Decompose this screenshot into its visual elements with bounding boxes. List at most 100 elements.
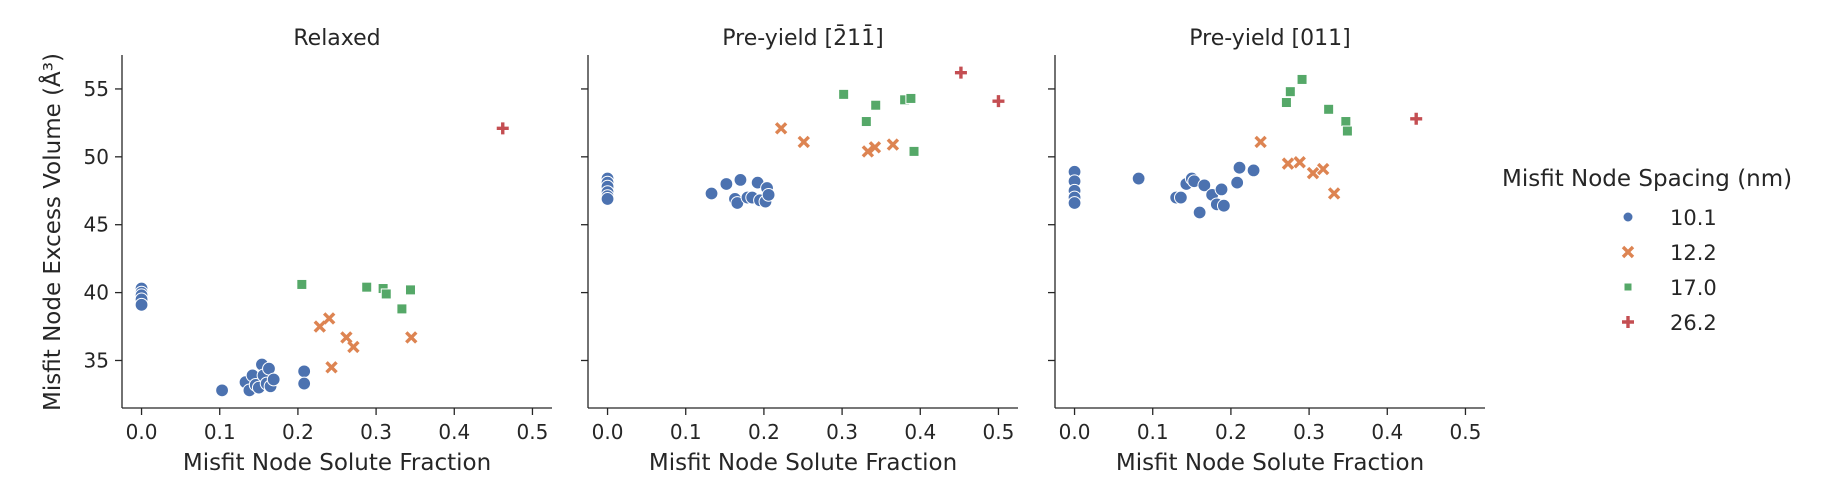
data-point [1232, 160, 1247, 175]
legend-label: 17.0 [1670, 276, 1717, 300]
data-point [1254, 135, 1267, 149]
data-point [297, 364, 312, 379]
data-point [1341, 125, 1353, 137]
data-point [396, 303, 408, 315]
data-point [266, 372, 281, 387]
data-point [992, 95, 1005, 108]
data-point [1316, 162, 1330, 176]
x-tick-label: 0.2 [1215, 420, 1247, 444]
y-tick-label: 40 [84, 281, 109, 305]
x-axis-label: Misfit Node Solute Fraction [1116, 450, 1424, 476]
data-point [1281, 157, 1295, 170]
data-point [1280, 97, 1292, 109]
y-tick-label: 55 [84, 77, 109, 101]
data-point [761, 187, 776, 202]
facet-panels: Relaxed 0.0 0.1 0.2 0.3 0.4 0.5 35 40 45 50 55 Misfi… [84, 25, 1485, 476]
legend-label: 10.1 [1670, 206, 1717, 230]
data-points [600, 66, 1005, 210]
data-point [1246, 163, 1261, 178]
x-tick-label: 0.5 [983, 420, 1015, 444]
data-point [719, 177, 734, 191]
data-point [886, 138, 900, 151]
x-tick-label: 0.4 [1371, 420, 1403, 444]
panel-title: Pre-yield [011] [1189, 26, 1350, 51]
legend-entry: 17.0 [1623, 276, 1717, 300]
x-tick-label: 0.1 [204, 420, 236, 444]
data-point [1216, 198, 1231, 213]
x-tick-label: 0.5 [517, 420, 549, 444]
x-tick-label: 0.4 [438, 420, 470, 444]
data-point [380, 288, 392, 300]
y-tick-label: 50 [84, 145, 109, 169]
legend-marker [1622, 316, 1634, 328]
data-points [134, 122, 509, 398]
data-point [1173, 190, 1188, 205]
data-point [1327, 187, 1341, 200]
data-point [325, 361, 338, 374]
data-point [1192, 205, 1207, 220]
data-point [405, 331, 418, 344]
data-point [1230, 175, 1245, 190]
legend: Misfit Node Spacing (nm) 10.1 12.2 17.0 26.… [1502, 166, 1792, 335]
data-point [733, 173, 748, 187]
facet-panel-2: Pre-yield [2̄11̄] 0.0 0.1 0.2 0.3 0.4 0.5 Misfi… [581, 25, 1018, 476]
data-point [1067, 196, 1082, 210]
x-tick-label: 0.4 [904, 420, 936, 444]
x-tick-label: 0.0 [1059, 420, 1091, 444]
legend-marker [1623, 282, 1633, 292]
data-point [1197, 178, 1212, 193]
data-point [774, 122, 788, 135]
panel-title: Relaxed [293, 26, 380, 51]
data-point [297, 376, 312, 391]
data-point [870, 99, 882, 111]
data-points [1067, 73, 1423, 220]
data-point [1284, 86, 1296, 98]
data-point [908, 145, 920, 157]
data-point [1340, 116, 1352, 128]
facet-panel-3: Pre-yield [011] 0.0 0.1 0.2 0.3 0.4 0.5 Misfit … [1048, 26, 1485, 476]
legend-entries: 10.1 12.2 17.0 26.2 [1621, 206, 1717, 335]
legend-marker [1622, 211, 1634, 223]
legend-marker [1621, 245, 1635, 259]
x-tick-label: 0.3 [826, 420, 858, 444]
data-point [340, 331, 353, 344]
y-tick-label: 45 [84, 213, 109, 237]
data-point [134, 297, 149, 312]
legend-title: Misfit Node Spacing (nm) [1502, 166, 1792, 192]
data-point [313, 320, 327, 333]
data-point [322, 312, 336, 325]
y-tick-label: 35 [84, 348, 109, 372]
data-point [1306, 166, 1320, 180]
data-point [905, 92, 917, 104]
data-point [954, 66, 967, 79]
data-point [347, 340, 360, 354]
y-axis-label: Misfit Node Excess Volume (Å³) [38, 53, 66, 411]
data-point [1323, 103, 1335, 115]
data-point [860, 116, 872, 128]
data-point [868, 141, 882, 154]
legend-entry: 10.1 [1622, 206, 1717, 230]
x-tick-label: 0.0 [592, 420, 624, 444]
x-tick-label: 0.1 [670, 420, 702, 444]
legend-label: 12.2 [1670, 241, 1717, 265]
x-tick-label: 0.3 [1293, 420, 1325, 444]
x-axis-label: Misfit Node Solute Fraction [649, 450, 957, 476]
data-point [1296, 73, 1308, 85]
data-point [838, 88, 850, 100]
data-point [1293, 156, 1306, 169]
facet-panel-1: Relaxed 0.0 0.1 0.2 0.3 0.4 0.5 35 40 45 50 55 Misfi… [84, 26, 552, 476]
data-point [496, 122, 509, 135]
x-axis-label: Misfit Node Solute Fraction [183, 450, 491, 476]
x-tick-label: 0.1 [1137, 420, 1169, 444]
x-tick-label: 0.3 [360, 420, 392, 444]
data-point [361, 281, 373, 293]
legend-entry: 26.2 [1622, 311, 1717, 335]
data-point [600, 192, 615, 206]
x-tick-label: 0.5 [1450, 420, 1482, 444]
data-point [404, 284, 416, 296]
data-point [296, 278, 308, 290]
x-tick-label: 0.2 [748, 420, 780, 444]
x-tick-label: 0.2 [282, 420, 314, 444]
panel-title: Pre-yield [2̄11̄] [722, 25, 883, 51]
